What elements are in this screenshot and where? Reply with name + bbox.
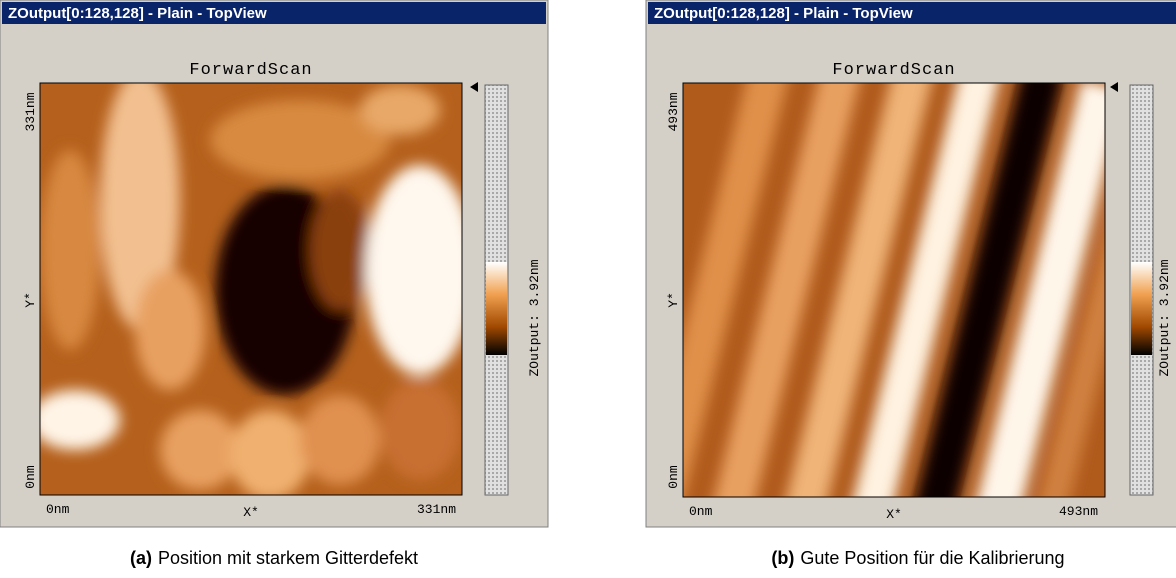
window-a: ZOutput[0:128,128] - Plain - TopView For…: [0, 0, 548, 527]
x-label-right: 493nm: [1059, 504, 1098, 519]
x-label-left: 0nm: [689, 504, 713, 519]
scan-title: ForwardScan: [832, 61, 955, 80]
x-label-right: 331nm: [417, 502, 456, 517]
scan-title: ForwardScan: [189, 61, 312, 80]
y-label-mid: Y*: [23, 292, 38, 308]
scan-image: [640, 0, 1168, 578]
caption: (a) Position mit starkem Gitterdefekt: [130, 548, 418, 568]
caption-text: Gute Position für die Kalibrierung: [800, 548, 1064, 568]
y-label-top: 493nm: [666, 92, 681, 131]
figure: ZOutput[0:128,128] - Plain - TopView For…: [0, 0, 1176, 578]
scan-image: [30, 70, 475, 500]
colorbar-label: ZOutput: 3.92nm: [1157, 259, 1172, 376]
y-label-bottom: 0nm: [666, 465, 681, 489]
colorbar-label: ZOutput: 3.92nm: [527, 259, 542, 376]
window-title: ZOutput[0:128,128] - Plain - TopView: [8, 5, 267, 22]
window-title: ZOutput[0:128,128] - Plain - TopView: [654, 5, 913, 22]
caption-text: Position mit starkem Gitterdefekt: [158, 548, 418, 568]
x-label-mid: X*: [243, 505, 259, 520]
y-label-mid: Y*: [666, 292, 681, 308]
window-b: ZOutput[0:128,128] - Plain - TopView For…: [640, 0, 1176, 578]
x-label-left: 0nm: [46, 502, 70, 517]
y-label-top: 331nm: [23, 92, 38, 131]
caption-label: (a): [130, 548, 152, 568]
y-label-bottom: 0nm: [23, 465, 38, 489]
x-label-mid: X*: [886, 507, 902, 522]
caption: (b) Gute Position für die Kalibrierung: [771, 548, 1064, 568]
caption-label: (b): [771, 548, 794, 568]
